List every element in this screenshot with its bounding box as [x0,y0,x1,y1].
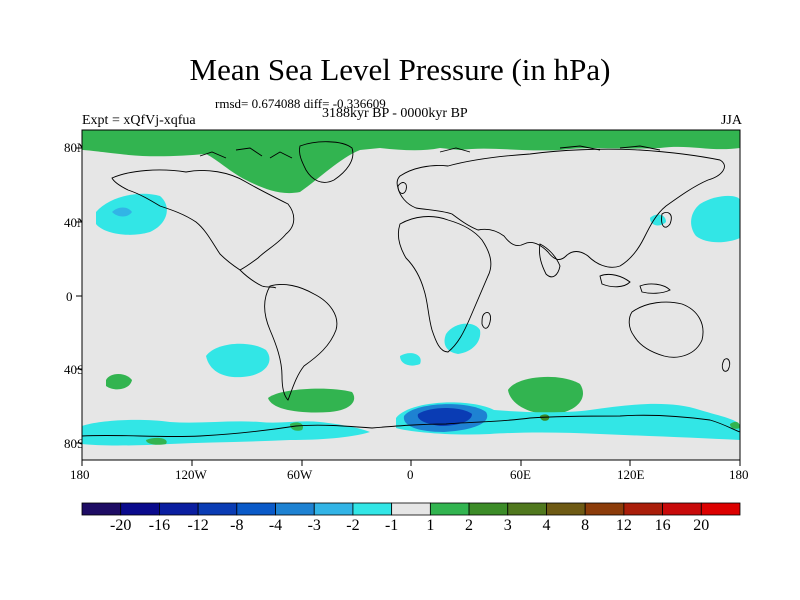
rmsd-diff-stats: rmsd= 0.674088 diff= -0.336609 [215,96,386,111]
colorbar-box [507,502,547,516]
colorbar [81,502,741,516]
coast-africa [397,216,492,353]
lon-tick-60w: 60W [287,467,313,482]
lat-tick-40s: 40S [64,362,85,377]
coast-arctic-islands [199,145,661,159]
lat-tick-80n: 80N [64,140,87,155]
arctic-positive-anomaly [82,130,740,194]
colorbar-label: -4 [268,517,283,534]
colorbar-box [159,502,199,516]
coast-india [539,243,561,278]
colorbar-label: -16 [148,517,171,534]
coast-central-america [239,269,277,289]
anomaly-regions [82,130,740,446]
s-pacific-negative-anomaly [206,343,270,378]
coast-new-zealand [721,358,731,372]
season-label: JJA [720,113,742,128]
colorbar-label: -12 [187,517,209,534]
colorbar-box [313,502,354,516]
colorbar-label: 16 [654,517,671,534]
coast-australia [628,301,704,358]
colorbar-box [546,502,586,516]
colorbar-label: 8 [581,517,590,534]
lon-tick-180e: 180 [729,467,749,482]
colorbar-box [700,502,741,516]
colorbar-box [236,502,276,516]
colorbar-box [120,502,160,516]
colorbar-label: 1 [426,517,435,534]
lat-tick-80s: 80S [64,436,85,451]
colorbar-label: 12 [615,517,632,534]
s-atlantic-negative-anomaly [400,353,421,366]
colorbar-label: 4 [542,517,551,534]
colorbar-box [391,502,431,516]
antarctic-positive-1 [290,422,304,431]
map-background [82,130,740,460]
colorbar-box [81,502,122,516]
colorbar-label: 3 [503,517,512,534]
nw-pacific-negative-anomaly [691,195,740,243]
axis-ticks [76,147,741,466]
s-indian-positive-anomaly [508,376,583,415]
coast-madagascar [481,311,491,329]
lon-tick-120e: 120E [617,467,645,482]
lat-tick-0: 0 [66,289,73,304]
antarctic-positive-4 [730,421,740,429]
colorbar-box [429,502,470,516]
lon-tick-180w: 180 [70,467,90,482]
colorbar-label: -2 [346,517,360,534]
colorbar-box [197,502,238,516]
lon-tick-120w: 120W [175,467,207,482]
colorbar-box [275,502,315,516]
coast-se-asia [599,273,671,294]
lat-tick-40n: 40N [64,215,87,230]
coast-south-america [264,283,338,401]
colorbar-label: -3 [307,517,321,534]
lon-tick-0: 0 [407,467,414,482]
colorbar-label: 20 [693,517,710,534]
colorbar-box [623,502,663,516]
coast-antarctica [82,414,740,438]
s-pacific-positive-anomaly [106,374,132,390]
colorbar-box [468,502,509,516]
lon-tick-60e: 60E [510,467,531,482]
colorbar-box [584,502,625,516]
arctic-small-blob [300,144,331,164]
coast-greenland [299,141,354,183]
colorbar-label: -1 [384,517,399,534]
n-pacific-negative-anomaly [96,193,167,235]
coast-eurasia [396,148,725,268]
weddell-low-core [417,408,472,426]
map-title: Mean Sea Level Pressure (in hPa) [189,52,611,87]
n-pacific-inner [112,207,132,217]
colorbar-label: -8 [230,517,244,534]
experiment-label: Expt = xQfVj-xqfua [82,113,196,128]
coast-north-america [111,169,295,271]
colorbar-box [662,502,702,516]
colorbar-label: -20 [110,517,132,534]
antarctic-positive-2 [146,437,167,445]
coast-japan [661,212,672,228]
drake-positive-anomaly [268,388,355,413]
colorbar-box [352,502,393,516]
coast-uk [397,182,407,194]
colorbar-label: 2 [465,517,474,534]
period-label: 3188kyr BP - 0000kyr BP [322,106,468,121]
coastlines [82,141,740,438]
